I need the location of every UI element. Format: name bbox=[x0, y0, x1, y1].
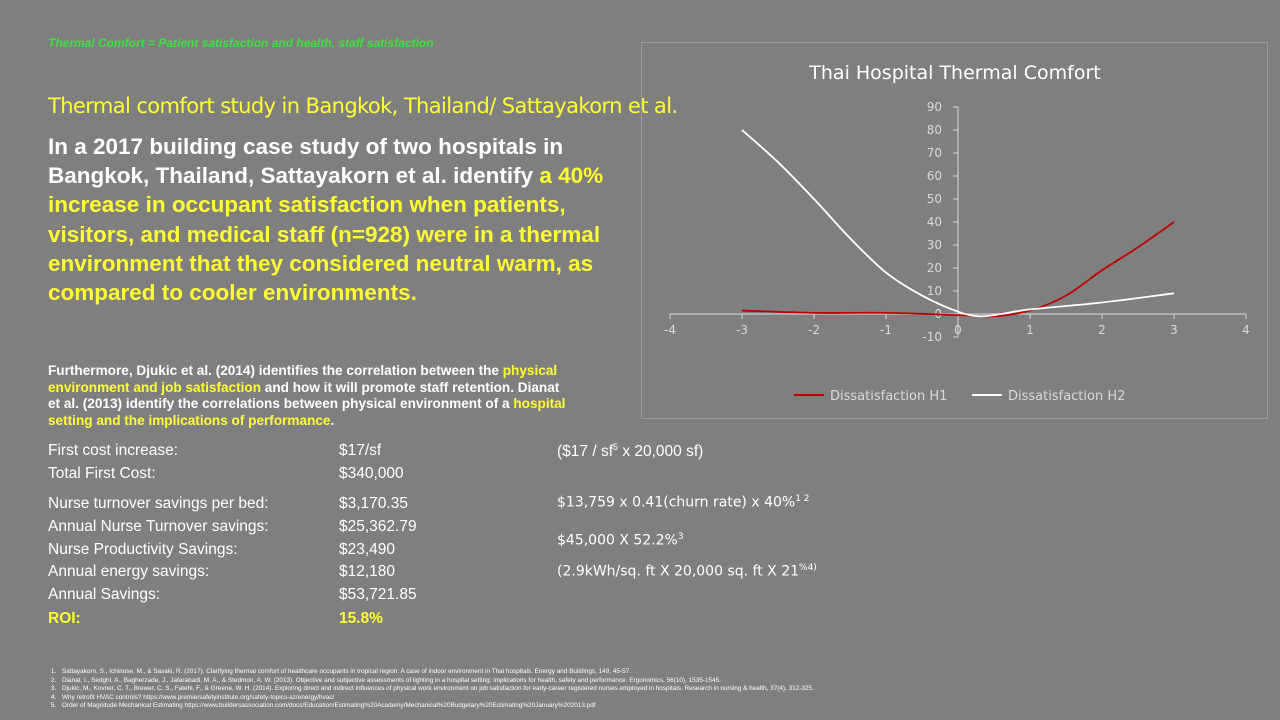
cost-row-productivity: Nurse Productivity Savings: $23,490 bbox=[48, 541, 395, 559]
cost-label: First cost increase: bbox=[48, 442, 179, 459]
cost-row-total-first-cost: Total First Cost: $340,000 bbox=[48, 465, 404, 483]
cost-row-annual-savings: Annual Savings: $53,721.85 bbox=[48, 586, 417, 604]
thermal-comfort-chart: Thai Hospital Thermal Comfort -4 -3 -2 -1 0 1… bbox=[641, 42, 1268, 419]
note-text: (2.9kWh/sq. ft X 20,000 sq. ft X 21 bbox=[557, 563, 800, 580]
reference-item: Why retrofit HVAC controls? https://www.… bbox=[58, 694, 1244, 703]
x-tick-label: 1 bbox=[1026, 323, 1034, 337]
cost-value: 15.8% bbox=[339, 610, 383, 627]
chart-series bbox=[741, 129, 1175, 318]
legend-entry: Dissatisfaction H1 bbox=[830, 389, 947, 404]
cost-label: Annual Nurse Turnover savings: bbox=[48, 518, 269, 535]
tagline: Thermal Comfort = Patient satisfaction a… bbox=[48, 36, 434, 50]
study-subtitle: Thermal comfort study in Bangkok, Thaila… bbox=[48, 94, 678, 118]
cost-row-roi: ROI: 15.8% bbox=[48, 610, 383, 628]
note-sup: 1 2 bbox=[795, 494, 810, 504]
cost-value: $25,362.79 bbox=[339, 518, 417, 535]
note-first-cost: ($17 / sf5 x 20,000 sf) bbox=[557, 442, 703, 461]
x-tick-label: -2 bbox=[808, 323, 820, 337]
lead-highlight: a 40% increase in occupant satisfaction … bbox=[48, 163, 604, 306]
y-tick-label: 80 bbox=[927, 123, 942, 137]
cost-label: Annual Savings: bbox=[48, 586, 161, 603]
reference-item: Djukic, M., Kovner, C. T., Brewer, C. S.… bbox=[58, 685, 1244, 694]
x-tick-label: 4 bbox=[1242, 323, 1250, 337]
lead-paragraph: In a 2017 building case study of two hos… bbox=[48, 132, 608, 307]
supporting-text-3: . bbox=[330, 412, 335, 428]
legend-entry: Dissatisfaction H2 bbox=[1008, 389, 1125, 404]
x-tick-label: 0 bbox=[954, 323, 962, 337]
cost-value: $53,721.85 bbox=[339, 586, 417, 603]
y-tick-label: 20 bbox=[927, 261, 942, 275]
cost-row-annual-turnover: Annual Nurse Turnover savings: $25,362.79 bbox=[48, 518, 417, 536]
x-tick-label: -4 bbox=[664, 323, 676, 337]
cost-label: Total First Cost: bbox=[48, 465, 156, 482]
cost-label: ROI: bbox=[48, 610, 81, 627]
chart-legend: Dissatisfaction H1 Dissatisfaction H2 bbox=[794, 389, 1125, 404]
cost-row-energy: Annual energy savings: $12,180 bbox=[48, 563, 395, 581]
chart-canvas: Thai Hospital Thermal Comfort -4 -3 -2 -1 0 1… bbox=[664, 62, 1250, 404]
lead-text: In a 2017 building case study of two hos… bbox=[48, 134, 564, 189]
note-turnover: $13,759 x 0.41(churn rate) x 40%1 2 bbox=[557, 494, 810, 511]
x-tick-label: -3 bbox=[736, 323, 748, 337]
note-productivity: $45,000 X 52.2%3 bbox=[557, 532, 684, 549]
cost-label: Nurse turnover savings per bed: bbox=[48, 495, 269, 512]
cost-label: Annual energy savings: bbox=[48, 563, 210, 580]
cost-row-first-cost: First cost increase: $17/sf bbox=[48, 442, 381, 460]
y-tick-label: 10 bbox=[927, 284, 942, 298]
y-tick-label: 50 bbox=[927, 192, 942, 206]
note-sup: %4) bbox=[799, 563, 817, 573]
y-tick-label: 40 bbox=[927, 215, 942, 229]
reference-item: Sattayakorn, S., Ichinose, M., & Sasaki,… bbox=[58, 668, 1244, 677]
cost-value: $12,180 bbox=[339, 563, 396, 580]
x-tick-label: 3 bbox=[1170, 323, 1178, 337]
x-tick-label: 2 bbox=[1098, 323, 1106, 337]
note-text: x 20,000 sf) bbox=[618, 443, 704, 461]
reference-item: Order of Magnitude Mechanical Estimating… bbox=[58, 702, 1244, 711]
series-line-h2 bbox=[741, 129, 1175, 318]
note-text: $13,759 x 0.41(churn rate) x 40% bbox=[557, 494, 796, 511]
cost-value: $17/sf bbox=[339, 442, 382, 459]
cost-label: Nurse Productivity Savings: bbox=[48, 541, 238, 558]
y-tick-label: -10 bbox=[922, 330, 942, 344]
cost-value: $23,490 bbox=[339, 541, 396, 558]
reference-item: Dianat, I., Sedghi, A., Bagherzade, J., … bbox=[58, 677, 1244, 686]
note-energy: (2.9kWh/sq. ft X 20,000 sq. ft X 21%4) bbox=[557, 563, 817, 580]
note-sup: 5 bbox=[613, 442, 619, 452]
cost-row-turnover-per-bed: Nurse turnover savings per bed: $3,170.35 bbox=[48, 495, 408, 513]
y-tick-label: 30 bbox=[927, 238, 942, 252]
series-line-h1 bbox=[741, 221, 1175, 318]
note-text: $45,000 X 52.2% bbox=[557, 532, 678, 549]
supporting-text-1: Furthermore, Djukic et al. (2014) identi… bbox=[48, 363, 503, 378]
note-text: ($17 / sf bbox=[557, 443, 613, 461]
supporting-highlight-2: hospital setting and the implications of… bbox=[48, 396, 566, 428]
cost-value: $3,170.35 bbox=[339, 495, 408, 512]
x-tick-label: -1 bbox=[880, 323, 892, 337]
supporting-paragraph: Furthermore, Djukic et al. (2014) identi… bbox=[48, 363, 568, 429]
cost-value: $340,000 bbox=[339, 465, 404, 482]
supporting-highlight-1: physical environment and job satisfactio… bbox=[48, 363, 558, 395]
y-tick-label: 60 bbox=[927, 169, 942, 183]
references: Sattayakorn, S., Ichinose, M., & Sasaki,… bbox=[44, 668, 1244, 711]
y-tick-label: 70 bbox=[927, 146, 942, 160]
chart-title: Thai Hospital Thermal Comfort bbox=[808, 62, 1100, 84]
supporting-text-2: and how it will promote staff retention.… bbox=[48, 379, 560, 412]
note-sup: 3 bbox=[677, 532, 684, 542]
y-tick-label: 90 bbox=[927, 100, 942, 114]
